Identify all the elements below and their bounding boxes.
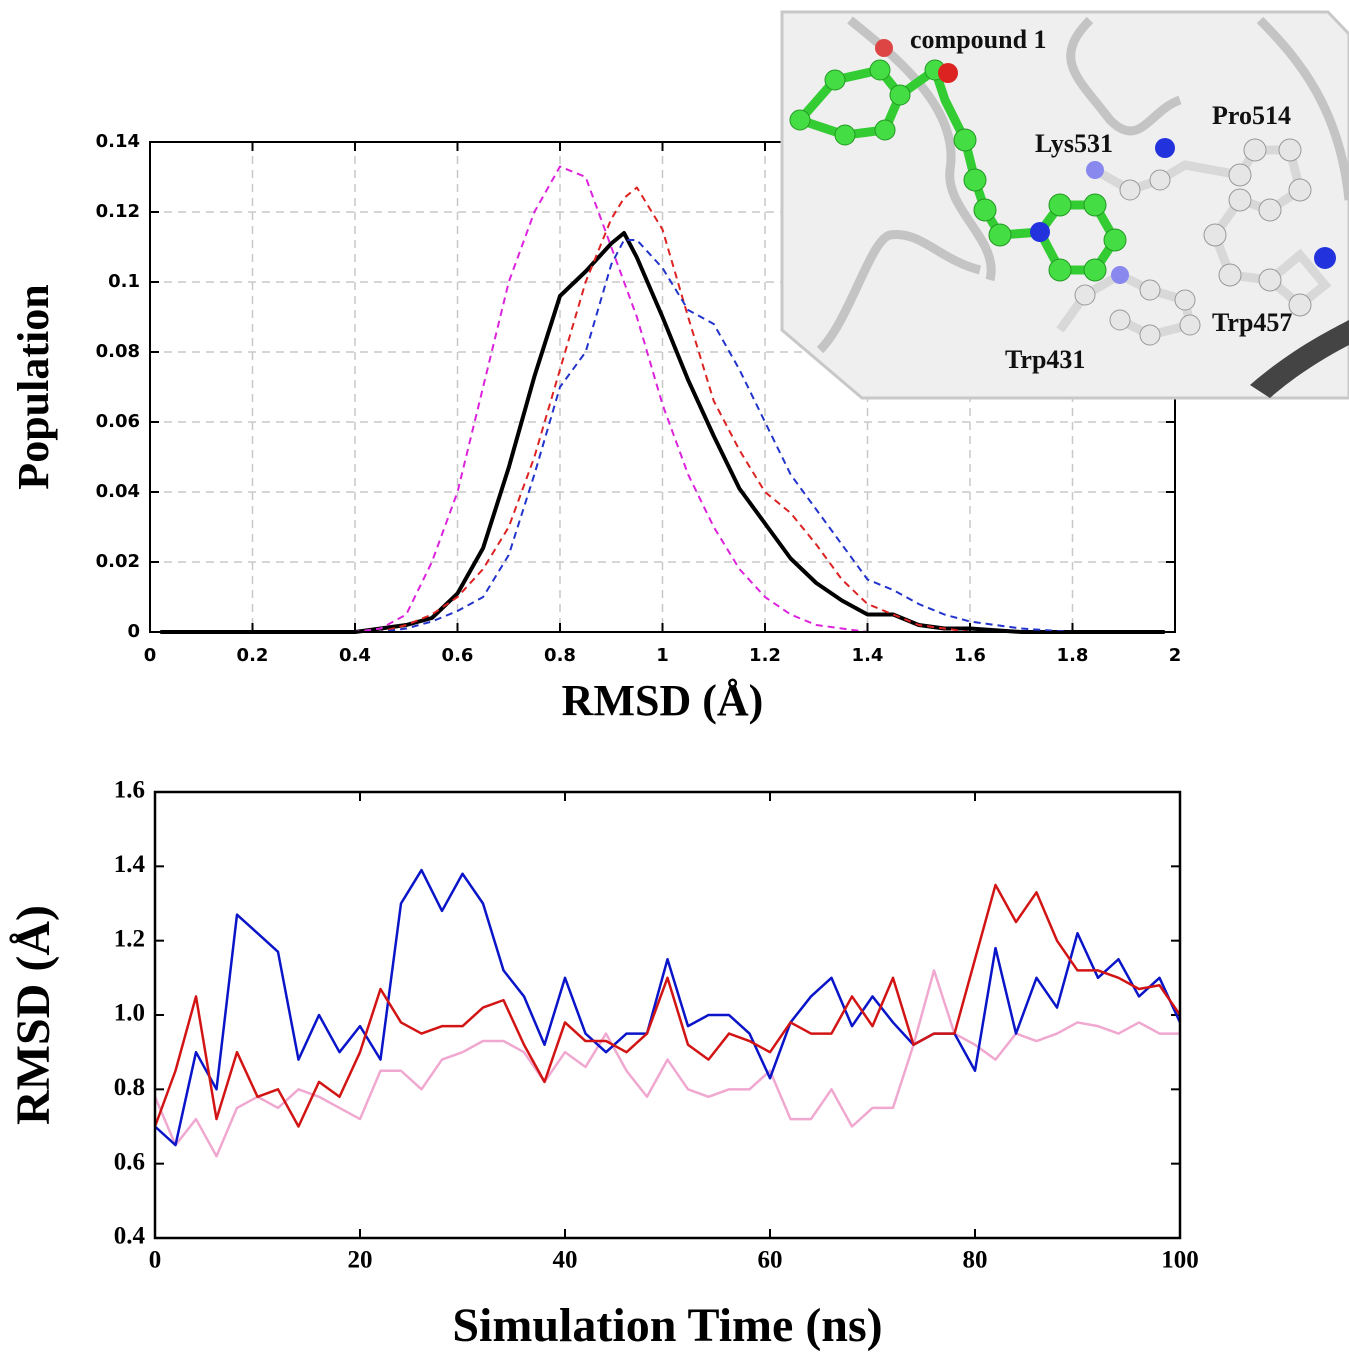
y-tick-label: 0.02 [96, 551, 140, 572]
x-tick-label: 1 [656, 645, 669, 666]
y-tick-label: 1.2 [114, 925, 145, 952]
series-line [154, 868, 1182, 1147]
inset-label: Trp457 [1212, 308, 1292, 337]
inset-label: Pro514 [1212, 101, 1291, 130]
atom-n [1030, 222, 1050, 242]
atom-n [1314, 247, 1336, 269]
y-tick-label: 0.6 [114, 1148, 145, 1175]
series-line [160, 186, 1165, 633]
y-tick-label: 1.0 [114, 1000, 145, 1027]
inset-label: compound 1 [910, 25, 1047, 54]
x-tick-label: 1.6 [954, 645, 986, 666]
ribbon-dark [1250, 320, 1349, 398]
series-line [160, 239, 1165, 633]
x-tick-label: 0.6 [442, 645, 474, 666]
y-tick-label: 0.1 [108, 271, 140, 292]
y-axis-label: Population [9, 284, 58, 489]
inset-label: Trp431 [1005, 345, 1085, 374]
atom-n [1111, 266, 1129, 284]
x-tick-label: 20 [348, 1247, 373, 1274]
y-tick-label: 1.6 [114, 777, 145, 804]
x-tick-label: 80 [963, 1247, 988, 1274]
x-tick-label: 2 [1169, 645, 1182, 666]
inset-label: Lys531 [1035, 129, 1113, 158]
ribbons [816, 16, 1349, 354]
chart: 0 0.02 0.04 0.06 0.08 0.1 0.12 0.14 0 0.2 0.4 0.6 0.… [9, 131, 1181, 725]
x-tick-label: 40 [553, 1247, 578, 1274]
y-tick-label: 0.14 [96, 131, 140, 152]
x-tick-label: 60 [758, 1247, 783, 1274]
inset: compound 1 Lys531 Pro514 Trp457 Trp431 [780, 10, 1349, 400]
chart: 0.4 0.6 0.8 1.0 1.2 1.4 1.6 0 20 40 60 80 100 Simulat… [7, 777, 1199, 1352]
x-tick-label: 0.4 [339, 645, 371, 666]
y-tick-label: 0.06 [96, 411, 140, 432]
x-tick-label: 0 [149, 1247, 162, 1274]
atom-n [1086, 161, 1104, 179]
y-axis-label: RMSD (Å) [7, 905, 60, 1125]
y-tick-label: 0 [127, 621, 140, 642]
x-tick-label: 0.8 [544, 645, 576, 666]
x-tick-label: 1.8 [1057, 645, 1089, 666]
x-axis-label: RMSD (Å) [562, 676, 764, 725]
atom-o [875, 39, 893, 57]
x-tick-label: 100 [1161, 1247, 1199, 1274]
y-tick-label: 0.08 [96, 341, 140, 362]
y-tick-label: 0.12 [96, 201, 140, 222]
x-tick-label: 0.2 [237, 645, 269, 666]
y-tick-label: 0.8 [114, 1074, 145, 1101]
x-tick-label: 1.4 [852, 645, 884, 666]
y-tick-label: 1.4 [114, 851, 146, 878]
plot-frame [153, 790, 1182, 1240]
x-tick-label: 0 [144, 645, 157, 666]
series-line [153, 883, 1182, 1128]
atom-n [1155, 138, 1175, 158]
x-tick-label: 1.2 [749, 645, 781, 666]
y-tick-label: 0.04 [96, 481, 140, 502]
series-line [160, 165, 1165, 633]
ligand-atoms [789, 59, 1127, 282]
atom-o [938, 63, 958, 83]
series-line [153, 969, 1180, 1158]
residue-atoms [1074, 138, 1312, 346]
y-tick-label: 0.4 [114, 1223, 146, 1250]
x-axis-label: Simulation Time (ns) [452, 1299, 882, 1352]
